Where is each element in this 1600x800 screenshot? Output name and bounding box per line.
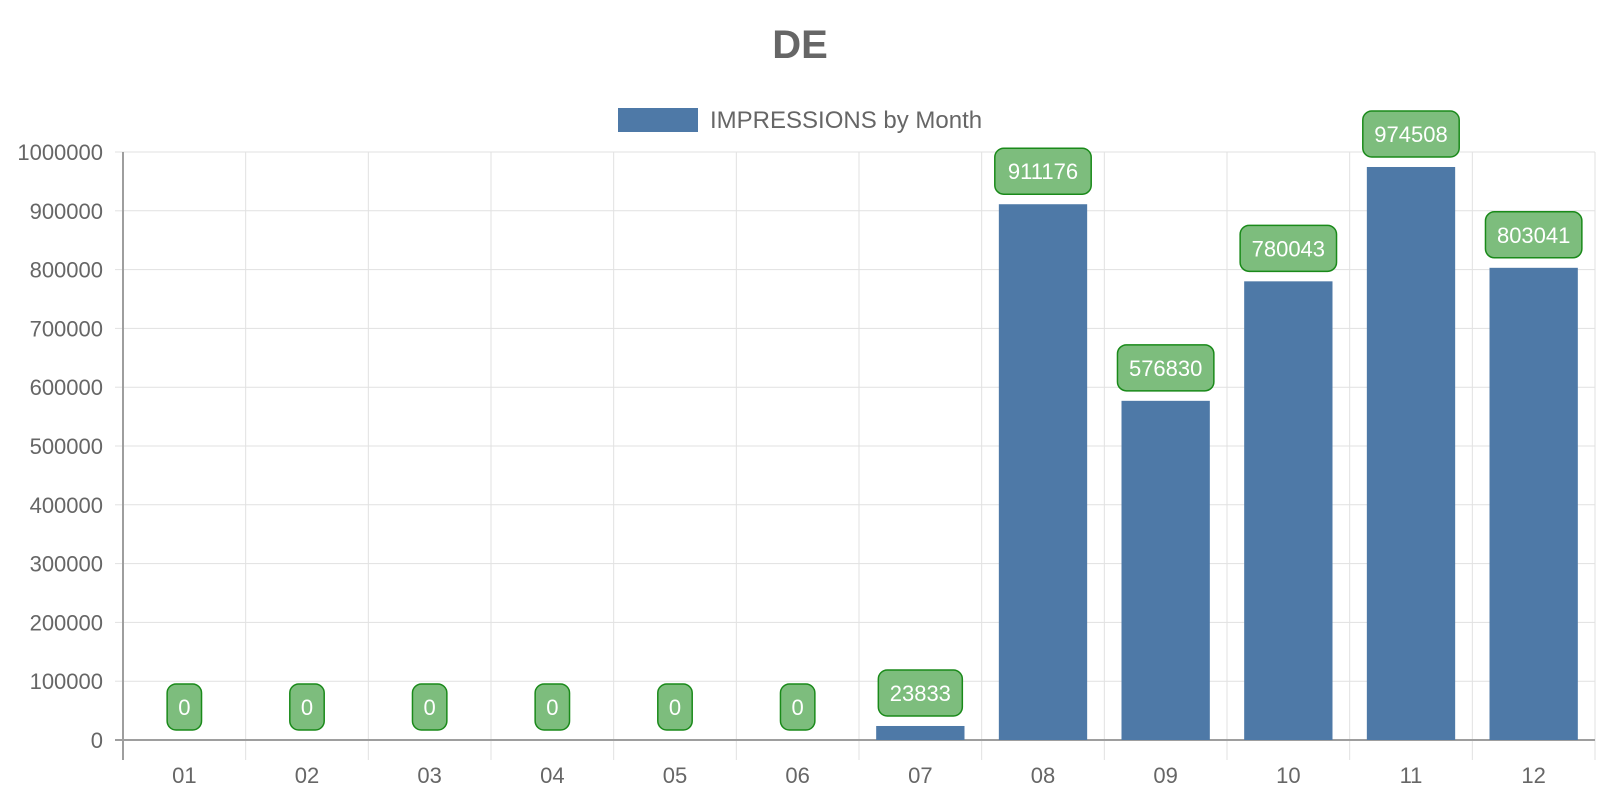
data-label: 0 bbox=[301, 695, 313, 720]
x-tick-label: 07 bbox=[908, 763, 932, 788]
data-label-box bbox=[1362, 110, 1460, 158]
y-tick-label: 700000 bbox=[30, 316, 103, 341]
data-label: 0 bbox=[792, 695, 804, 720]
data-label: 803041 bbox=[1497, 223, 1570, 248]
bar[interactable] bbox=[1121, 400, 1210, 740]
bars bbox=[876, 166, 1578, 741]
bar[interactable] bbox=[1489, 267, 1578, 740]
data-label: 911176 bbox=[1008, 159, 1078, 184]
x-tick-label: 09 bbox=[1153, 763, 1177, 788]
x-tick-label: 10 bbox=[1276, 763, 1300, 788]
axes bbox=[115, 152, 1595, 760]
data-label: 23833 bbox=[890, 681, 951, 706]
data-label-box bbox=[1484, 211, 1583, 259]
y-tick-label: 300000 bbox=[30, 552, 103, 577]
data-label: 0 bbox=[424, 695, 436, 720]
bar[interactable] bbox=[1244, 281, 1333, 740]
data-label: 576830 bbox=[1129, 356, 1202, 381]
data-label: 0 bbox=[178, 695, 190, 720]
grid bbox=[115, 151, 1596, 760]
x-tick-label: 04 bbox=[540, 763, 564, 788]
chart-title: DE bbox=[772, 23, 828, 67]
data-label-box bbox=[534, 683, 571, 731]
data-label-box bbox=[411, 683, 448, 731]
y-tick-label: 800000 bbox=[30, 258, 103, 283]
y-tick-label: 0 bbox=[91, 728, 103, 753]
x-tick-label: 03 bbox=[417, 763, 441, 788]
data-label-box bbox=[994, 147, 1092, 195]
x-tick-label: 01 bbox=[172, 763, 196, 788]
x-tick-label: 12 bbox=[1521, 763, 1545, 788]
tick-labels: 0100000200000300000400000500000600000700… bbox=[17, 140, 1546, 788]
y-tick-label: 900000 bbox=[30, 199, 103, 224]
y-tick-label: 600000 bbox=[30, 375, 103, 400]
y-tick-label: 200000 bbox=[30, 610, 103, 635]
data-label-box bbox=[1239, 224, 1338, 273]
bar[interactable] bbox=[1366, 166, 1456, 741]
x-tick-label: 06 bbox=[785, 763, 809, 788]
bar[interactable] bbox=[998, 204, 1088, 740]
bar[interactable] bbox=[876, 725, 965, 740]
data-label-box bbox=[1116, 344, 1215, 392]
data-label: 0 bbox=[546, 695, 558, 720]
x-tick-label: 11 bbox=[1400, 763, 1423, 788]
x-tick-label: 05 bbox=[663, 763, 687, 788]
legend-label: IMPRESSIONS by Month bbox=[710, 107, 982, 134]
data-label: 780043 bbox=[1252, 236, 1325, 261]
x-tick-label: 02 bbox=[295, 763, 319, 788]
y-tick-label: 400000 bbox=[30, 493, 103, 518]
data-label-box bbox=[779, 683, 816, 731]
data-label-box bbox=[166, 683, 203, 731]
y-tick-label: 1000000 bbox=[17, 140, 103, 165]
y-tick-label: 500000 bbox=[30, 434, 103, 459]
data-label-box bbox=[289, 683, 325, 731]
y-tick-label: 100000 bbox=[30, 669, 103, 694]
x-tick-label: 08 bbox=[1031, 763, 1055, 788]
data-label: 0 bbox=[669, 695, 681, 720]
data-label-box bbox=[657, 683, 693, 731]
data-label: 974508 bbox=[1374, 122, 1447, 147]
legend[interactable]: IMPRESSIONS by Month bbox=[618, 107, 982, 134]
data-label-box bbox=[877, 669, 964, 717]
legend-swatch bbox=[618, 108, 698, 132]
data-labels: 0 0 0 0 0 0 23833 911176 576830 780043 974508 80304… bbox=[166, 110, 1583, 731]
